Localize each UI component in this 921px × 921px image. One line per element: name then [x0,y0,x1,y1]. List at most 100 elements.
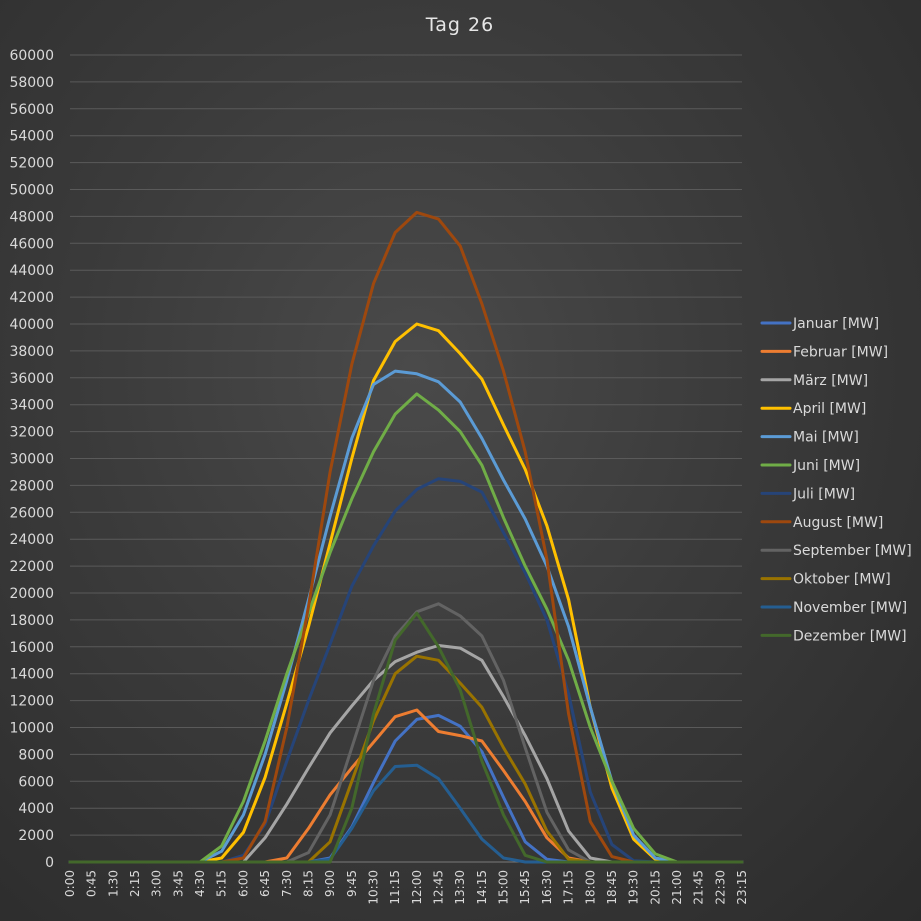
series-line-dezember [68,611,744,864]
y-tick-label: 48000 [9,209,54,225]
y-tick-label: 58000 [9,75,54,91]
legend-item: April [MW] [760,401,866,417]
legend: Januar [MW] Februar [MW] März [MW] April [M… [760,316,912,644]
y-tick-label: 6000 [18,774,54,790]
legend-label: März [MW] [793,373,868,389]
x-tick-label: 16:30 [540,870,554,905]
gridlines [70,54,742,836]
x-axis: 0:00 0:45 1:30 2:15 3:00 3:45 4:30 5:15 6:00 6:45… [63,861,749,905]
series-line-juli [68,477,744,864]
y-tick-label: 54000 [9,129,54,145]
legend-label: Oktober [MW] [793,572,891,588]
legend-label: November [MW] [793,600,907,616]
x-tick-label: 2:15 [128,870,142,897]
chart-title: Tag 26 [425,14,494,36]
legend-item: Januar [MW] [760,316,879,332]
y-tick-label: 22000 [9,559,54,575]
x-tick-label: 22:30 [713,870,727,905]
x-tick-label: 1:30 [106,870,120,897]
legend-label: August [MW] [793,515,883,531]
x-tick-label: 3:45 [171,870,185,897]
x-tick-label: 12:00 [410,870,424,905]
series-line-september [68,602,744,864]
y-tick-label: 20000 [9,586,54,602]
legend-label: Mai [MW] [793,430,859,446]
x-tick-label: 15:45 [518,870,532,905]
y-tick-label: 28000 [9,478,54,494]
y-tick-label: 4000 [18,801,54,817]
y-tick-label: 52000 [9,156,54,172]
x-tick-label: 18:00 [583,870,597,905]
series-line-januar [68,713,744,864]
x-tick-label: 13:30 [453,870,467,905]
series-line-mai [68,369,744,864]
y-tick-label: 32000 [9,425,54,441]
y-tick-label: 8000 [18,747,54,763]
x-tick-label: 8:15 [301,870,315,897]
y-axis: 0 2000 4000 6000 8000 10000 12000 14000 16000 180… [9,48,54,871]
y-tick-label: 56000 [9,102,54,118]
x-tick-label: 14:15 [475,870,489,905]
x-tick-label: 9:00 [323,870,337,897]
x-tick-label: 6:45 [258,870,272,897]
x-tick-label: 11:15 [388,870,402,905]
y-tick-label: 46000 [9,236,54,252]
x-tick-label: 17:15 [562,870,576,905]
y-tick-label: 42000 [9,290,54,306]
x-tick-label: 7:30 [280,870,294,897]
x-tick-label: 3:00 [150,870,164,897]
plot-area [68,210,744,864]
x-tick-label: 9:45 [345,870,359,897]
legend-label: Februar [MW] [793,344,888,360]
y-tick-label: 38000 [9,344,54,360]
legend-item: November [MW] [760,600,907,616]
legend-item: Mai [MW] [760,430,859,446]
x-tick-label: 12:45 [432,870,446,905]
legend-label: April [MW] [793,401,866,417]
x-tick-label: 10:30 [366,870,380,905]
y-tick-label: 18000 [9,613,54,629]
x-tick-label: 21:00 [670,870,684,905]
legend-label: September [MW] [793,543,912,559]
legend-label: Juni [MW] [792,458,860,474]
y-tick-label: 50000 [9,183,54,199]
y-tick-label: 10000 [9,721,54,737]
x-tick-label: 5:15 [215,870,229,897]
y-tick-label: 2000 [18,828,54,844]
legend-item: Oktober [MW] [760,572,891,588]
series-line-märz [68,644,744,864]
y-tick-label: 16000 [9,640,54,656]
x-tick-label: 15:00 [497,870,511,905]
legend-label: Dezember [MW] [793,628,907,644]
x-tick-label: 18:45 [605,870,619,905]
y-tick-label: 30000 [9,452,54,468]
legend-label: Januar [MW] [792,316,879,332]
legend-item: August [MW] [760,515,883,531]
y-tick-label: 44000 [9,263,54,279]
y-tick-label: 40000 [9,317,54,333]
y-tick-label: 0 [45,855,54,871]
legend-item: Juli [MW] [760,486,855,502]
series-line-oktober [68,654,744,864]
x-tick-label: 4:30 [193,870,207,897]
x-tick-label: 19:30 [627,870,641,905]
legend-item: September [MW] [760,543,912,559]
y-tick-label: 14000 [9,667,54,683]
x-tick-label: 0:00 [63,870,77,897]
x-tick-label: 23:15 [735,870,749,905]
y-tick-label: 60000 [9,48,54,64]
legend-item: Februar [MW] [760,344,888,360]
legend-item: Juni [MW] [760,458,860,474]
y-tick-label: 36000 [9,371,54,387]
legend-item: März [MW] [760,373,868,389]
y-tick-label: 24000 [9,532,54,548]
x-tick-label: 20:15 [648,870,662,905]
y-tick-label: 26000 [9,505,54,521]
legend-item: Dezember [MW] [760,628,907,644]
x-tick-label: 0:45 [85,870,99,897]
y-tick-label: 34000 [9,398,54,414]
x-tick-label: 6:00 [236,870,250,897]
x-tick-label: 21:45 [692,870,706,905]
y-tick-label: 12000 [9,694,54,710]
